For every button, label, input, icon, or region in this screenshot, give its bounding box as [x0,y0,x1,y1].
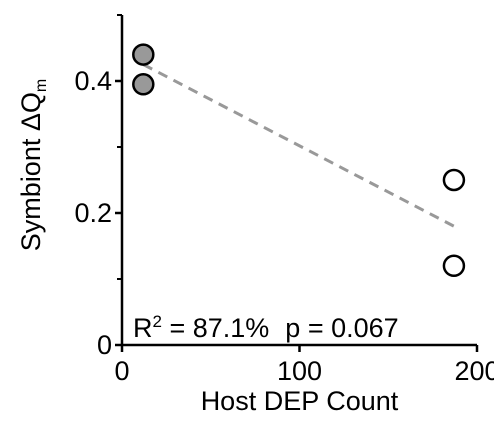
y-axis-title-main: Symbiont ΔQ [16,92,46,251]
r-squared-label: R [133,313,153,343]
y-axis-title-subscript: m [33,79,50,92]
ticks: 0 0.2 0.4 0 100 200 [74,14,494,386]
data-point [132,43,155,66]
trendline-path [142,63,455,228]
x-axis-title: Host DEP Count [201,386,399,416]
y-axis-title: Symbiont ΔQm [16,79,50,251]
axes [120,15,477,347]
r-squared-value: = 87.1% [162,313,269,343]
stats-annotation: R2 = 87.1% p = 0.067 [133,312,399,343]
y-tick-label: 0.4 [74,66,112,96]
x-tick-label: 100 [277,356,322,386]
y-tick-label: 0 [97,330,112,360]
data-point [442,168,466,192]
data-points [132,43,466,278]
trendline [142,63,455,228]
data-point [132,73,155,96]
p-value-label: p = 0.067 [285,313,398,343]
data-point [442,254,466,278]
y-tick-label: 0.2 [74,198,112,228]
x-tick-label: 200 [454,356,494,386]
r-squared-superscript: 2 [153,312,162,331]
x-tick-label: 0 [114,356,129,386]
